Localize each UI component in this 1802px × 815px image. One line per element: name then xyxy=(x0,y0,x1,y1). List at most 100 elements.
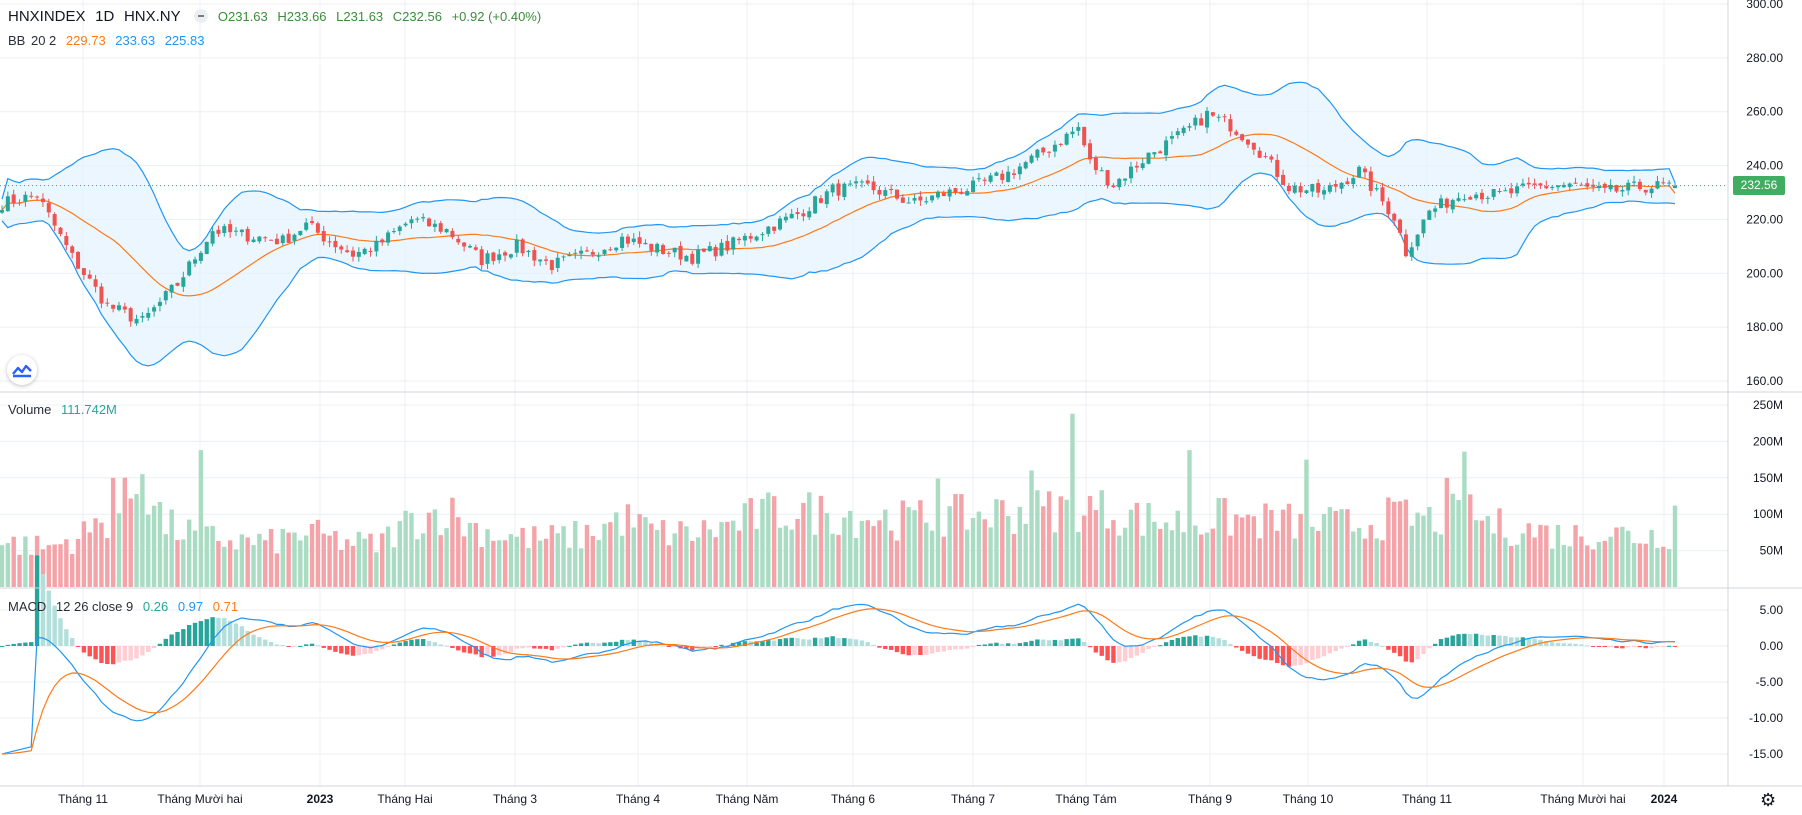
candle-body xyxy=(871,181,876,191)
macd-hist-bar xyxy=(900,646,906,655)
volume-bar xyxy=(888,530,894,587)
candle-body xyxy=(830,184,835,193)
volume-bar xyxy=(1257,538,1262,587)
macd-hist-bar xyxy=(327,646,332,650)
macd-hist-bar xyxy=(497,646,502,656)
volume-bar xyxy=(485,529,490,587)
volume-bar xyxy=(321,533,326,587)
candle-body xyxy=(631,238,636,242)
volume-bar xyxy=(1333,510,1338,587)
symbol-label[interactable]: HNXINDEX xyxy=(8,8,86,25)
volume-axis-label: 200M xyxy=(1753,434,1783,448)
macd-hist-bar xyxy=(456,646,461,651)
logo-icon xyxy=(12,364,32,378)
axes[interactable]: 300.00 280.00 260.00 240.00 220.00 200.00 180.… xyxy=(58,0,1783,806)
candle-body xyxy=(1199,118,1204,126)
candle-body xyxy=(1322,190,1327,195)
volume-bar xyxy=(520,527,525,587)
volume-bar xyxy=(707,529,713,587)
volume-bar xyxy=(1532,537,1537,587)
macd-hist-bar xyxy=(537,646,543,649)
volume-bar xyxy=(935,478,941,587)
candle-body xyxy=(64,236,69,245)
candle-body xyxy=(1052,144,1057,152)
volume-bar xyxy=(87,532,92,587)
macd-hist-bar xyxy=(602,642,607,646)
macd-hist-bar xyxy=(614,641,619,646)
macd-hist-bar xyxy=(1158,645,1163,647)
macd-hist-bar xyxy=(894,646,900,653)
candle-body xyxy=(1403,234,1408,257)
candle-body xyxy=(1029,155,1034,163)
macd-hist-bar xyxy=(713,646,718,647)
macd-hist-bar xyxy=(210,617,215,646)
macd-hist-bar xyxy=(941,646,946,652)
volume-bar xyxy=(953,494,958,587)
volume-bar xyxy=(1105,528,1110,587)
macd-line-value: 0.97 xyxy=(177,599,204,614)
candle-body xyxy=(1368,171,1373,191)
candle-body xyxy=(1649,188,1654,194)
candle-body xyxy=(959,191,964,194)
candle-body xyxy=(766,226,771,234)
volume-bar xyxy=(894,540,900,587)
candle-body xyxy=(1339,182,1344,189)
volume-bar xyxy=(1356,527,1362,587)
bb-legend[interactable]: BB 20 2 229.73 233.63 225.83 xyxy=(8,33,210,48)
candle-body xyxy=(941,192,946,197)
last-price-tag[interactable]: 232.56 xyxy=(1733,176,1785,195)
volume-bar xyxy=(233,549,239,587)
exchange-label[interactable]: HNX.NY xyxy=(123,8,181,25)
candle-body xyxy=(116,305,121,310)
volume-bar xyxy=(175,540,180,587)
pane-separators[interactable] xyxy=(0,0,1802,787)
interval-label[interactable]: 1D xyxy=(95,8,115,25)
macd-axis-label: -10.00 xyxy=(1749,711,1783,725)
macd-hist-bar xyxy=(807,639,812,646)
market-status-icon[interactable] xyxy=(194,9,209,23)
candle-body xyxy=(111,304,116,309)
volume-bar xyxy=(1427,506,1432,587)
volume-bar xyxy=(941,536,946,587)
candle-body xyxy=(497,254,502,261)
macd-axis-label: -5.00 xyxy=(1756,675,1784,689)
tradingview-logo-button[interactable] xyxy=(7,355,37,385)
macd-hist-bar xyxy=(1245,646,1251,654)
macd-hist-bar xyxy=(1070,638,1075,646)
volume-bar xyxy=(1567,546,1572,587)
volume-bar xyxy=(526,547,531,587)
volume-bar xyxy=(982,519,987,587)
volume-bar xyxy=(17,554,22,587)
volume-bar xyxy=(631,527,636,587)
volume-bar xyxy=(1134,502,1140,587)
macd-hist-bar xyxy=(1590,646,1596,647)
macd-hist-bar xyxy=(146,646,151,653)
candle-body xyxy=(321,231,326,242)
macd-hist-bar xyxy=(982,644,987,646)
macd-hist-bar xyxy=(11,643,16,646)
macd-hist-bar xyxy=(1672,646,1678,647)
candle-body xyxy=(5,196,10,212)
volume-bar xyxy=(69,553,75,587)
macd-hist-bar xyxy=(953,646,958,650)
macd-hist-bar xyxy=(479,646,484,658)
macd-hist-bar xyxy=(1140,646,1145,653)
macd-hist-bar xyxy=(625,640,631,646)
low-value: L231.63 xyxy=(336,9,384,24)
volume-bar xyxy=(1526,523,1531,587)
volume-bar xyxy=(1251,516,1257,587)
macd-hist-bar xyxy=(438,644,443,646)
volume-bar xyxy=(731,520,736,587)
candle-body xyxy=(567,254,572,257)
candle-body xyxy=(1532,183,1537,185)
volume-bar xyxy=(374,552,379,587)
volume-bar xyxy=(222,546,227,587)
macd-hist-bar xyxy=(964,646,970,649)
volume-bar xyxy=(713,537,718,587)
macd-hist-bar xyxy=(263,639,268,646)
volume-legend[interactable]: Volume 111.742M xyxy=(8,402,123,417)
macd-legend[interactable]: MACD 12 26 close 9 0.26 0.97 0.71 xyxy=(8,599,244,614)
settings-gear-icon[interactable]: ⚙ xyxy=(1760,790,1777,810)
price-axis-label: 280.00 xyxy=(1746,51,1783,65)
